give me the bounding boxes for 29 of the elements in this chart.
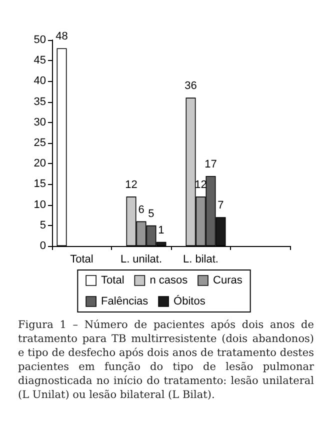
data-label: 36 [184,80,197,92]
data-label: 48 [56,30,68,43]
y-tick-label: 0 [40,240,46,252]
y-tick-label: 25 [34,137,46,149]
data-label: 5 [148,208,154,220]
y-tick-label: 15 [34,178,46,190]
y-tick-label: 30 [34,116,46,128]
y-tick-label: 45 [34,54,46,67]
text: Figura 1 – Número de pacientes após dois anos de tratamento para TB multirresistente (dois abandonos) e tipo de desfecho após dois anos de tratamento destes pacientes em função do tipo de lesão pulmonar diagnosticada no início do tratamento: lesão unilateral (L Unilat) ou lesão bilateral (L Bilat). [18,318,314,402]
y-tick-label: 5 [40,219,46,232]
data-label: 6 [138,204,144,216]
data-label: 12 [194,179,207,192]
x-tick-label: L. unilat. [120,254,162,266]
x-tick-label: L. bilat. [183,254,218,266]
legend-label: Falências [101,296,149,308]
y-tick-label: 10 [34,198,46,211]
x-tick-label: Total [70,254,94,266]
y-tick-label: 40 [34,75,46,88]
y-tick-label: 35 [34,96,46,108]
legend-label: n casos [150,274,188,286]
y-tick-label: 50 [34,34,46,46]
data-label: 12 [125,179,138,192]
legend-label: Curas [213,274,243,286]
data-label: 1 [158,224,164,236]
y-tick-label: 20 [34,158,46,170]
data-label: 7 [218,200,224,212]
legend-label: Total [101,274,124,286]
legend-label: Óbitos [174,294,206,308]
data-label: 17 [204,158,217,170]
